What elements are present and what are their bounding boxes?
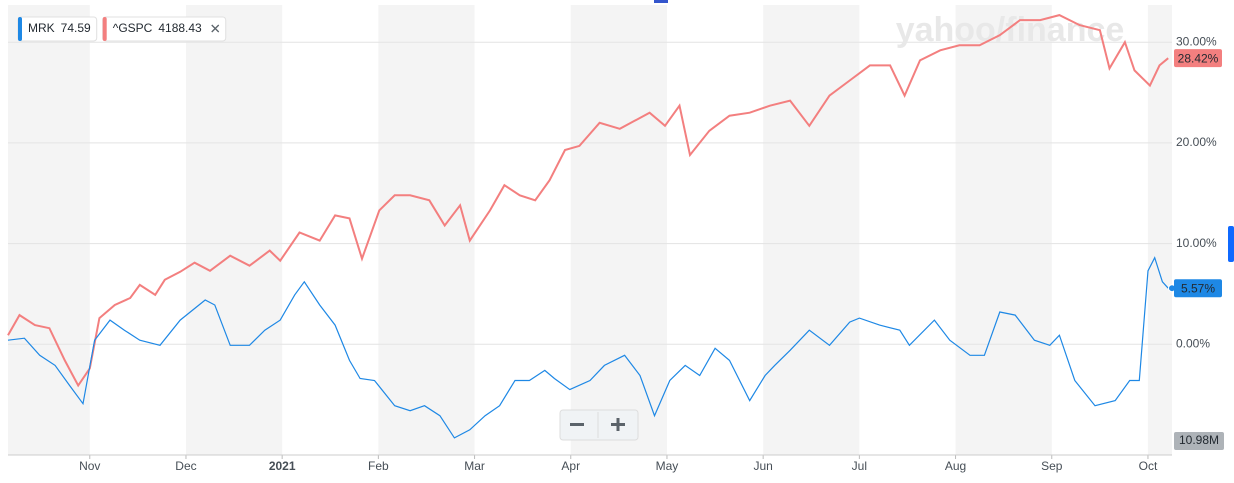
- last-label: 5.57%: [1181, 281, 1215, 295]
- last-label: 28.42%: [1178, 51, 1219, 65]
- legend-name: ^GSPC: [113, 21, 153, 35]
- axes: Nov Dec 2021 Feb Mar Apr May Jun Jul Aug Sep Oct 0.0…: [8, 34, 1224, 473]
- legend-item: ^GSPC 4188.43: [102, 16, 227, 42]
- month-bands: [8, 5, 1172, 455]
- x-tick-label: Dec: [175, 459, 196, 473]
- band: [185, 5, 283, 455]
- zoom-in-bar: [616, 418, 620, 431]
- y-tick-label: 0.00%: [1176, 336, 1210, 350]
- zoom-controls: [559, 409, 639, 441]
- band: [378, 5, 475, 455]
- side-tab[interactable]: [1228, 226, 1234, 262]
- legend-name: MRK: [28, 21, 55, 35]
- x-tick-label: Oct: [1139, 459, 1158, 473]
- zoom-panel: [559, 409, 639, 441]
- volume-badge: [1174, 432, 1224, 450]
- x-tick-label: Jun: [753, 459, 772, 473]
- legend-close[interactable]: [211, 24, 220, 33]
- legend: MRK 74.59 ^GSPC 4188.43: [17, 16, 227, 42]
- x-tick-label: Jul: [852, 459, 867, 473]
- band: [955, 5, 1052, 455]
- y-tick-label: 10.00%: [1176, 236, 1217, 250]
- legend-price: 74.59: [61, 21, 91, 35]
- last-badge: [1174, 279, 1222, 298]
- x-tick-label: Feb: [368, 459, 389, 473]
- lines: [7, 14, 1169, 439]
- y-tick-label: 20.00%: [1176, 135, 1217, 149]
- series-line: [7, 14, 1169, 388]
- x-tick-label: Nov: [79, 459, 100, 473]
- watermark: yahoo/finance: [896, 11, 1125, 49]
- series-line: [7, 256, 1169, 439]
- zoom-out[interactable]: [570, 423, 584, 426]
- band: [570, 5, 667, 455]
- x-tick-label: Mar: [464, 459, 485, 473]
- band: [1147, 5, 1172, 455]
- x-tick-label: May: [656, 459, 679, 473]
- band: [8, 5, 90, 455]
- grid: [8, 41, 1172, 345]
- top-handle[interactable]: [654, 0, 668, 3]
- last-badge: [1174, 49, 1222, 68]
- legend-price: 4188.43: [158, 21, 202, 35]
- band: [763, 5, 860, 455]
- volume-label: 10.98M: [1179, 433, 1219, 447]
- x-tick-label: Sep: [1041, 459, 1063, 473]
- x-tick-label: Apr: [561, 459, 580, 473]
- legend-item: MRK 74.59: [17, 16, 98, 42]
- legend-swatch: [18, 17, 22, 41]
- legend-swatch: [102, 17, 107, 41]
- x-tick-label: 2021: [269, 459, 296, 473]
- x-tick-label: Aug: [945, 459, 966, 473]
- y-tick-label: 30.00%: [1176, 34, 1217, 48]
